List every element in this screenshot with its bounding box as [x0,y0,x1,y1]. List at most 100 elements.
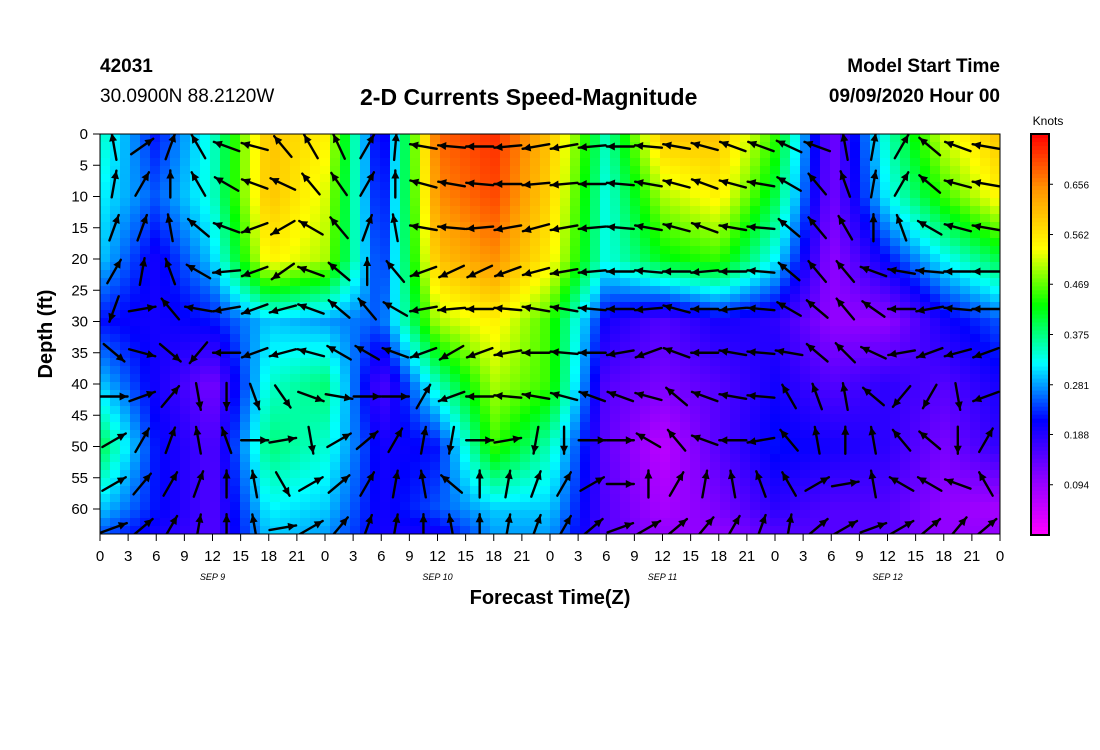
heatmap-cell [720,374,731,383]
heatmap-cell [540,414,551,423]
heatmap-cell [270,342,281,351]
colorbar-band [1031,254,1049,259]
heatmap-cell [480,270,491,279]
heatmap-cell [920,486,931,495]
heatmap-cell [770,238,781,247]
heatmap-cell [170,406,181,415]
heatmap-cell [300,166,311,175]
heatmap-cell [170,358,181,367]
heatmap-cell [460,494,471,503]
current-vector-arrow [888,476,915,492]
heatmap-cell [610,302,621,311]
heatmap-cell [520,206,531,215]
heatmap-cell [690,302,701,311]
heatmap-cell [940,182,951,191]
heatmap-cell [150,422,161,431]
heatmap-cell [220,262,231,271]
colorbar-band [1031,310,1049,316]
heatmap-cell [550,414,561,423]
heatmap-cell [550,446,561,455]
heatmap-cell [560,358,571,367]
heatmap-cell [910,374,921,383]
heatmap-cell [230,286,241,295]
heatmap-cell [310,526,321,534]
heatmap-cell [620,494,631,503]
heatmap-cell [150,494,161,503]
heatmap-cell [160,478,171,487]
current-vector-arrow [240,303,269,315]
heatmap-cell [510,510,521,519]
heatmap-cell [530,422,541,431]
heatmap-cell [790,150,801,159]
heatmap-cell [650,334,661,343]
current-vector-arrow [324,392,354,402]
heatmap-cell [160,294,171,303]
current-vector-arrow [465,224,495,233]
heatmap-cell [830,494,841,503]
heatmap-cell [550,398,561,407]
heatmap-cell [490,526,501,534]
heatmap-cell [580,238,591,247]
heatmap-cell [450,262,461,271]
heatmap-cell [240,454,251,463]
heatmap-cell [560,190,571,199]
heatmap-cell [650,198,661,207]
heatmap-cell [650,230,661,239]
x-tick-label: 21 [289,548,306,565]
current-vector-arrow [408,141,438,151]
heatmap-cell [170,190,181,199]
heatmap-cell [900,350,911,359]
heatmap-cell [430,342,441,351]
heatmap-cell [980,462,991,471]
heatmap-cell [250,278,261,287]
heatmap-cell [690,438,701,447]
heatmap-cell [400,366,411,375]
heatmap-cell [280,134,291,143]
heatmap-cell [240,526,251,534]
current-vector-arrow [633,267,664,276]
heatmap-cell [310,158,321,167]
heatmap-cell [560,406,571,415]
heatmap-cell [240,382,251,391]
heatmap-cell [310,302,321,311]
heatmap-cell [420,278,431,287]
heatmap-cell [940,510,951,519]
heatmap-cell [250,238,261,247]
heatmap-cell [730,502,741,511]
heatmap-cell [210,310,221,319]
heatmap-cell [170,398,181,407]
heatmap-cell [230,198,241,207]
heatmap-cell [570,206,581,215]
heatmap-cell [860,158,871,167]
heatmap-cell [530,286,541,295]
heatmap-cell [240,238,251,247]
heatmap-cell [490,166,501,175]
heatmap-cell [560,198,571,207]
heatmap-cell [190,230,201,239]
heatmap-cell [520,134,531,143]
heatmap-cell [850,286,861,295]
heatmap-cell [420,190,431,199]
heatmap-cell [820,270,831,279]
heatmap-cell [800,302,811,311]
heatmap-cell [390,158,401,167]
heatmap-cell [570,294,581,303]
heatmap-cell [330,150,341,159]
heatmap-cell [630,302,641,311]
heatmap-cell [780,254,791,263]
heatmap-cell [560,294,571,303]
heatmap-cell [910,398,921,407]
heatmap-cell [440,430,451,439]
heatmap-cell [740,134,751,143]
heatmap-cell [710,142,721,151]
heatmap-cell [310,510,321,519]
current-vector-arrow [493,304,523,313]
colorbar-band [1031,174,1049,179]
heatmap-cell [690,342,701,351]
heatmap-cell [180,390,191,399]
heatmap-cell [810,294,821,303]
heatmap-cell [510,374,521,383]
heatmap-cell [150,502,161,511]
heatmap-cell [580,518,591,527]
heatmap-cell [880,286,891,295]
